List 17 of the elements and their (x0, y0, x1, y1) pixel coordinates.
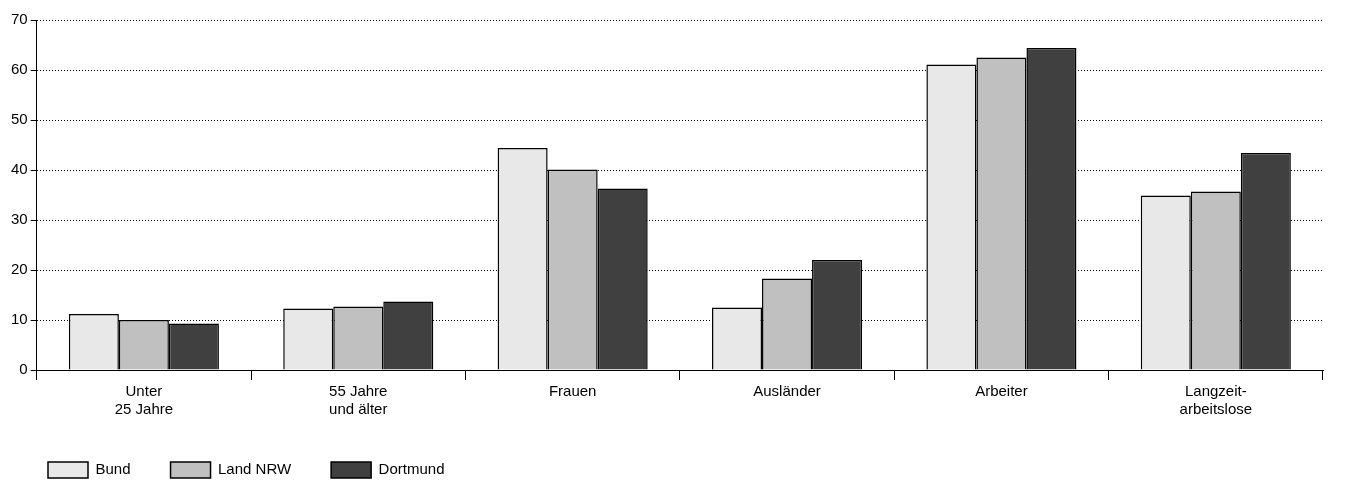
x-tick-label: 55 Jahre und älter (329, 382, 388, 418)
x-tick-label: Langzeit- arbeitslose (1179, 382, 1253, 418)
legend-label: Land NRW (218, 460, 292, 478)
x-tick-label: Ausländer (753, 382, 821, 400)
x-tick-label: Frauen (548, 382, 597, 400)
x-tick-label: Arbeiter (975, 382, 1028, 400)
legend-label: Dortmund (378, 460, 445, 478)
y-tick-label: 40 (11, 160, 28, 178)
y-tick-label: 0 (19, 360, 28, 378)
y-tick-label: 70 (11, 10, 28, 28)
legend-label: Bund (95, 460, 131, 478)
y-tick-label: 20 (11, 260, 28, 278)
y-tick-label: 30 (11, 210, 28, 228)
y-tick-label: 50 (11, 110, 28, 128)
y-tick-label: 60 (11, 60, 28, 78)
x-tick-label: Unter 25 Jahre (114, 382, 174, 418)
y-tick-label: 10 (11, 310, 28, 328)
